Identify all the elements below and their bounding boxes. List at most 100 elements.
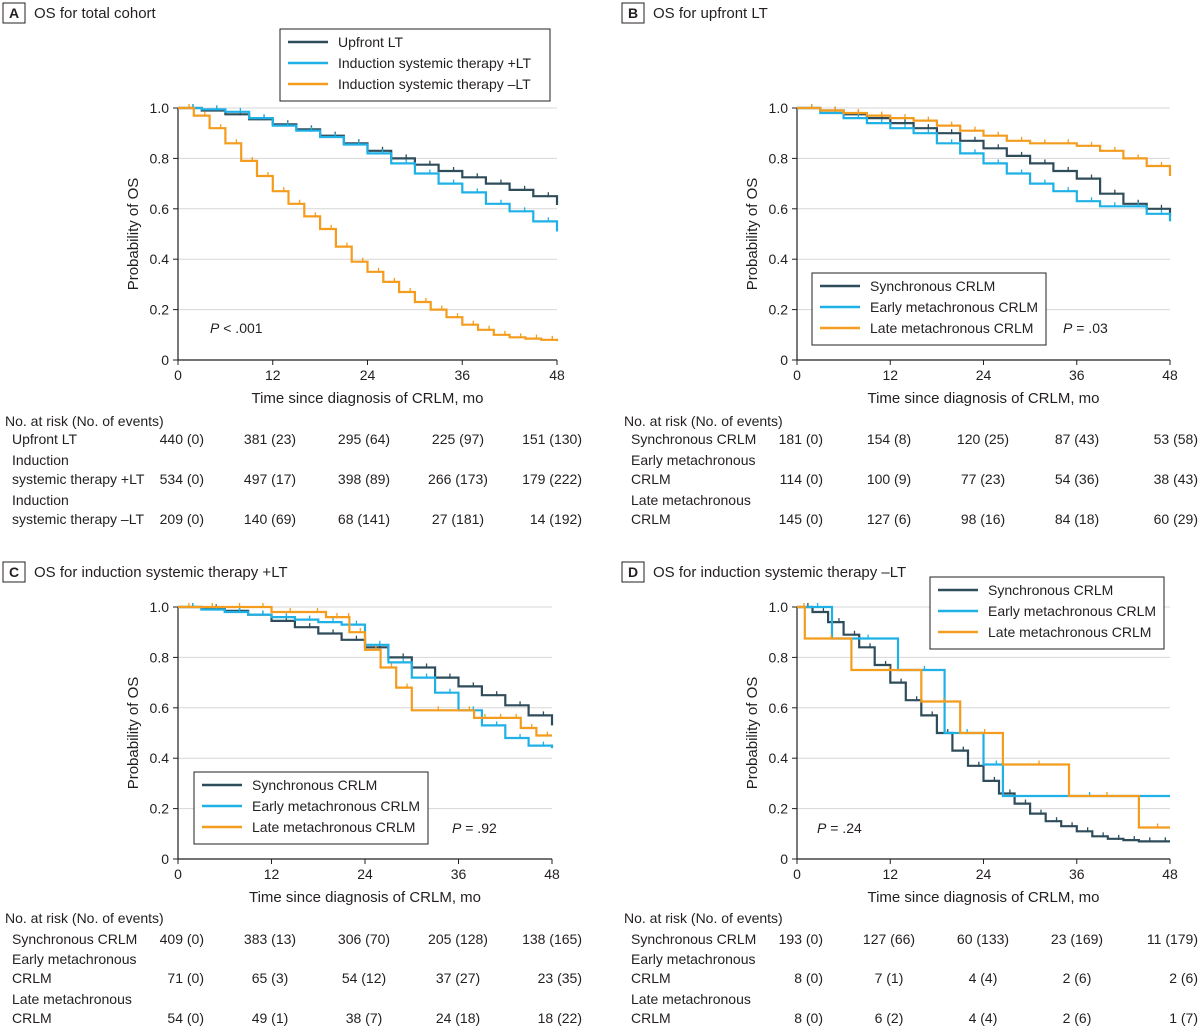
y-axis-label: Probability of OS <box>744 178 761 291</box>
x-tick-label: 48 <box>544 866 560 882</box>
risk-cell: 77 (23) <box>961 471 1005 487</box>
x-axis-label: Time since diagnosis of CRLM, mo <box>249 889 481 906</box>
km-curve-series-2 <box>797 106 1172 222</box>
y-tick-label: 0.8 <box>150 649 170 665</box>
risk-cell: 8 (0) <box>794 970 823 986</box>
y-tick-label: 0.2 <box>150 302 170 318</box>
risk-cell: 71 (0) <box>167 970 204 986</box>
risk-cell: 54 (36) <box>1055 471 1099 487</box>
legend-label: Synchronous CRLM <box>252 777 377 793</box>
risk-cell: 497 (17) <box>244 471 296 487</box>
risk-cell: 209 (0) <box>160 511 204 527</box>
p-value-symbol: P <box>817 820 827 836</box>
x-tick-label: 48 <box>1162 866 1178 882</box>
risk-cell: 53 (58) <box>1154 431 1198 447</box>
risk-cell: 38 (43) <box>1154 471 1198 487</box>
y-tick-label: 0.4 <box>150 750 170 766</box>
panel-title: OS for upfront LT <box>653 5 768 22</box>
panel-title: OS for total cohort <box>34 5 157 22</box>
km-curve-series-1 <box>797 605 1170 843</box>
risk-cell: 2 (6) <box>1063 1010 1092 1026</box>
risk-row-label: CRLM <box>12 1010 52 1026</box>
risk-cell: 1 (7) <box>1169 1010 1198 1026</box>
y-axis-label: Probability of OS <box>744 677 761 790</box>
y-tick-label: 0.2 <box>150 801 170 817</box>
risk-cell: 2 (6) <box>1063 970 1092 986</box>
x-axis-label: Time since diagnosis of CRLM, mo <box>867 889 1099 906</box>
risk-table-header: No. at risk (No. of events) <box>624 413 783 429</box>
x-tick-label: 24 <box>976 866 992 882</box>
panel-letter-box <box>621 2 645 24</box>
risk-cell: 8 (0) <box>794 1010 823 1026</box>
risk-table-header: No. at risk (No. of events) <box>624 910 783 926</box>
p-value-text: = .03 <box>1072 320 1108 336</box>
y-tick-label: 0.8 <box>769 649 789 665</box>
panel-c: C OS for induction systemic therapy +LT00… <box>2 561 582 1026</box>
risk-cell: 381 (23) <box>244 431 296 447</box>
risk-row-label: Upfront LT <box>12 431 78 447</box>
x-tick-label: 24 <box>357 866 373 882</box>
risk-cell: 37 (27) <box>436 970 480 986</box>
x-tick-label: 24 <box>976 367 992 383</box>
legend-label: Late metachronous CRLM <box>988 624 1151 640</box>
y-tick-label: 0.8 <box>150 150 170 166</box>
y-tick-label: 1.0 <box>769 100 789 116</box>
risk-cell: 127 (66) <box>863 931 915 947</box>
p-value-text: = .92 <box>461 820 497 836</box>
risk-cell: 98 (16) <box>961 511 1005 527</box>
y-tick-label: 0 <box>780 352 788 368</box>
panel-title: OS for induction systemic therapy –LT <box>653 564 906 581</box>
x-tick-label: 12 <box>882 367 898 383</box>
risk-row-label: CRLM <box>631 1010 671 1026</box>
panel-letter-box <box>2 2 26 24</box>
risk-row-label: Late metachronous <box>631 492 751 508</box>
risk-cell: 87 (43) <box>1055 431 1099 447</box>
risk-row-label: Late metachronous <box>12 991 132 1007</box>
y-tick-label: 0 <box>780 851 788 867</box>
y-tick-label: 0 <box>161 352 169 368</box>
x-tick-label: 36 <box>451 866 467 882</box>
risk-row-label: CRLM <box>12 970 52 986</box>
x-tick-label: 0 <box>174 367 182 383</box>
risk-cell: 225 (97) <box>432 431 484 447</box>
risk-cell: 49 (1) <box>252 1010 289 1026</box>
p-value-symbol: P <box>1063 320 1073 336</box>
y-axis-label: Probability of OS <box>125 178 142 291</box>
x-tick-label: 12 <box>265 367 281 383</box>
risk-row-label: Induction <box>12 452 69 468</box>
y-tick-label: 1.0 <box>769 599 789 615</box>
y-tick-label: 0.8 <box>769 150 789 166</box>
risk-row-label: Early metachronous <box>631 452 756 468</box>
risk-row-label: CRLM <box>631 511 671 527</box>
legend-label: Induction systemic therapy –LT <box>338 76 531 92</box>
risk-cell: 24 (18) <box>436 1010 480 1026</box>
risk-cell: 154 (8) <box>867 431 911 447</box>
risk-cell: 6 (2) <box>875 1010 904 1026</box>
risk-row-label: CRLM <box>631 970 671 986</box>
risk-cell: 65 (3) <box>252 970 289 986</box>
p-value-symbol: P <box>452 820 462 836</box>
x-axis-label: Time since diagnosis of CRLM, mo <box>867 390 1099 407</box>
risk-cell: 193 (0) <box>779 931 823 947</box>
x-tick-label: 0 <box>174 866 182 882</box>
km-curve-series-3 <box>797 106 1172 176</box>
x-tick-label: 0 <box>793 866 801 882</box>
x-tick-label: 36 <box>1069 367 1085 383</box>
p-value-text: < .001 <box>219 320 262 336</box>
legend-label: Late metachronous CRLM <box>252 819 415 835</box>
risk-row-label: Synchronous CRLM <box>631 931 756 947</box>
risk-cell: 398 (89) <box>338 471 390 487</box>
x-tick-label: 36 <box>454 367 470 383</box>
risk-cell: 7 (1) <box>875 970 904 986</box>
risk-cell: 120 (25) <box>957 431 1009 447</box>
p-value: P = .03 <box>1063 320 1108 336</box>
risk-row-label: Early metachronous <box>12 951 137 967</box>
y-tick-label: 0 <box>161 851 169 867</box>
km-curve-series-1 <box>178 106 559 205</box>
risk-row-label: Late metachronous <box>631 991 751 1007</box>
risk-cell: 409 (0) <box>160 931 204 947</box>
y-tick-label: 0.4 <box>769 750 789 766</box>
panel-b: B OS for upfront LT 0 0.2 0.4 0.6 0.8 1.0 0 12 24 3… <box>621 2 1198 527</box>
risk-cell: 60 (29) <box>1154 511 1198 527</box>
x-tick-label: 48 <box>1162 367 1178 383</box>
